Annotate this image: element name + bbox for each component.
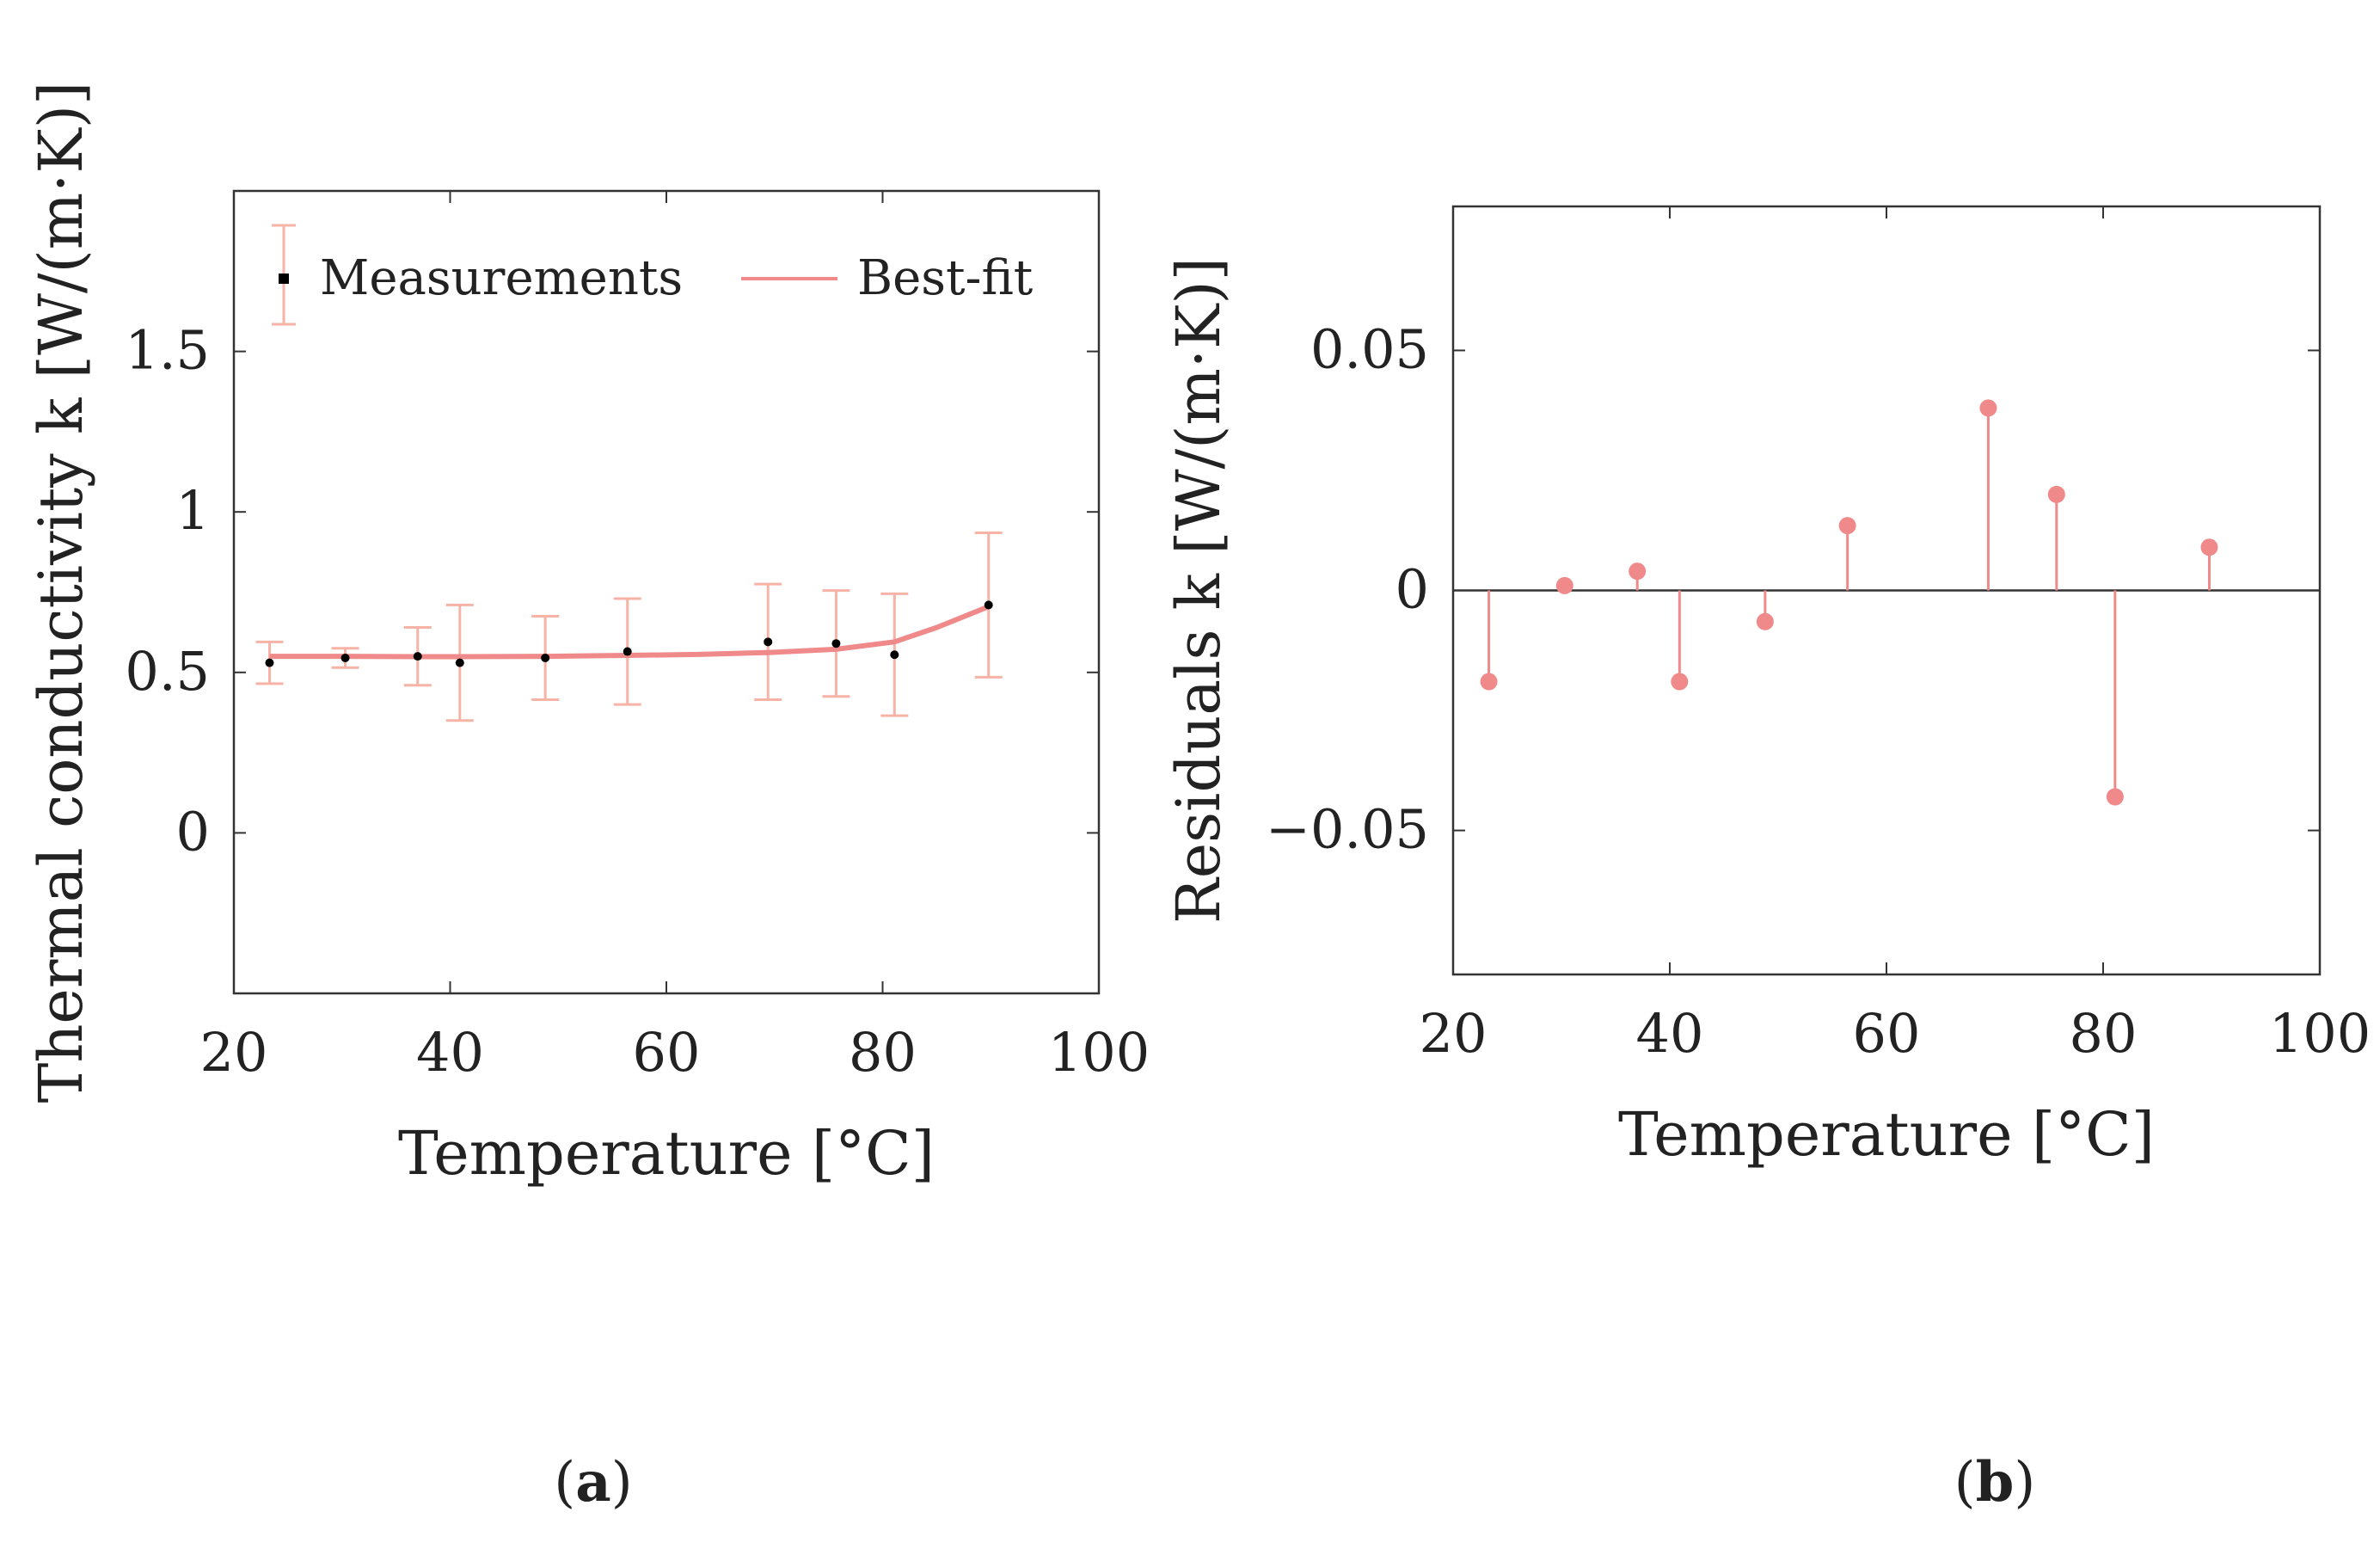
measurement-point: [984, 600, 993, 610]
residual-point: [1756, 612, 1774, 630]
measurement-point: [764, 637, 773, 647]
residual-point: [1838, 517, 1856, 535]
x-tick-label: 40: [1636, 1002, 1704, 1065]
residual-point: [1480, 673, 1498, 691]
panel-b-chart: 20 40 60 80 100 −0.05 0 0.05 Temperature [°C] Res…: [1163, 205, 2371, 1170]
residual-point: [2106, 788, 2124, 806]
measurement-point: [831, 639, 841, 648]
legend-label-best-fit: Best-fit: [857, 250, 1034, 306]
y-tick-label: 0.5: [125, 640, 210, 703]
legend-label-measurements: Measurements: [320, 250, 683, 306]
x-tick-label: 20: [200, 1021, 268, 1084]
x-tick-label: 100: [2269, 1002, 2371, 1065]
y-tick-label: 0: [176, 800, 210, 863]
panel-a-chart: 20 40 60 80 100 0 0.5 1 1.5 Temperature [°C] Therm…: [26, 82, 1150, 1189]
y-tick-label: 1.5: [125, 319, 210, 382]
residual-point: [2200, 538, 2218, 556]
y-axis-title: Thermal conductivity k [W/(m·K)]: [26, 82, 96, 1103]
panel-a-label: (a): [554, 1450, 632, 1515]
y-tick-label: 0.05: [1310, 317, 1429, 380]
y-tick-label: −0.05: [1266, 798, 1429, 861]
residual-point: [1979, 399, 1997, 417]
x-axis-title: Temperature [°C]: [1618, 1099, 2155, 1170]
residual-point: [1629, 562, 1647, 581]
plot-frame: [232, 189, 1101, 995]
x-axis-title: Temperature [°C]: [398, 1118, 935, 1189]
x-tick-label: 80: [2070, 1002, 2138, 1065]
y-tick-label: 1: [176, 479, 210, 542]
y-tick-label: 0: [1395, 558, 1429, 621]
x-tick-label: 80: [849, 1021, 917, 1084]
measurement-point: [455, 658, 464, 667]
y-axis-title: Residuals k [W/(m·K)]: [1163, 257, 1234, 924]
x-tick-label: 40: [416, 1021, 484, 1084]
x-tick-label: 20: [1420, 1002, 1488, 1065]
residual-point: [1555, 576, 1573, 594]
measurement-point: [265, 658, 274, 667]
x-tick-label: 60: [633, 1021, 701, 1084]
x-tick-label: 100: [1048, 1021, 1150, 1084]
panel-a-letter: a: [575, 1450, 610, 1515]
residual-point: [1671, 673, 1689, 691]
legend-marker-icon: [279, 274, 289, 284]
measurement-point: [623, 647, 632, 656]
measurement-point: [340, 654, 350, 663]
panel-b-letter: b: [1976, 1450, 2015, 1515]
panel-b-label: (b): [1954, 1450, 2036, 1515]
measurement-point: [413, 652, 422, 661]
best-fit-line: [269, 604, 990, 660]
residual-point: [2047, 485, 2065, 503]
measurement-point: [541, 654, 550, 663]
measurement-point: [890, 650, 899, 660]
x-tick-label: 60: [1853, 1002, 1921, 1065]
